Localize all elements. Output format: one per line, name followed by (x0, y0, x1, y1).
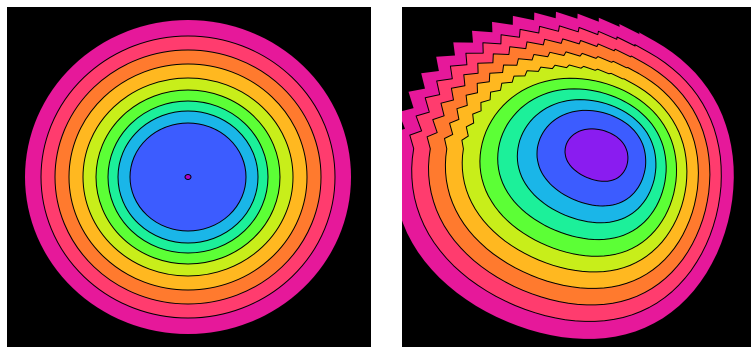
contour-band-10 (564, 128, 629, 182)
contour-plot-left-svg (25, 20, 351, 334)
contour-plot-right (402, 7, 751, 347)
contour-plot-left (7, 7, 371, 347)
center-marker (184, 174, 192, 180)
contour-plot-right-svg (402, 11, 734, 339)
